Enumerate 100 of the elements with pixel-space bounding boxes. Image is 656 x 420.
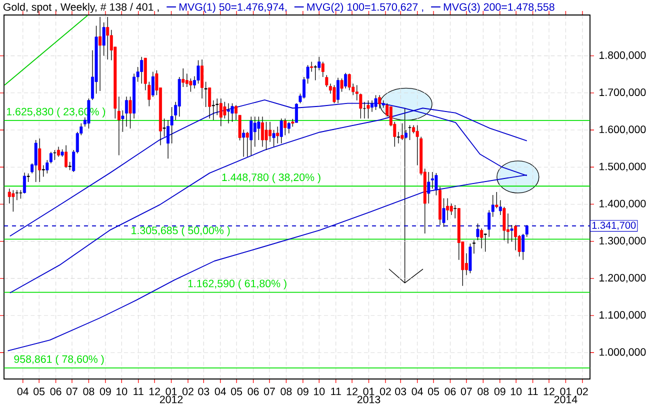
candlestick <box>216 98 219 116</box>
candlestick <box>359 93 362 119</box>
x-tick-label: 07 <box>66 388 78 396</box>
ref-line-label: 1.341,700 <box>592 222 636 230</box>
legend-label: MVG(1) 50=1.476,974, <box>180 2 286 13</box>
x2-tick-label: 2013 <box>357 396 380 404</box>
x-tick-label: 10 <box>314 388 325 396</box>
x-tick-label: 10 <box>116 388 128 396</box>
candlestick <box>140 56 144 84</box>
x-tick-label: 01 <box>363 388 374 396</box>
candlestick <box>374 94 378 110</box>
x-tick-label: 04 <box>412 388 423 396</box>
legend-label: MVG(2) 100=1.570,627 , <box>307 2 424 13</box>
candlestick <box>264 122 268 150</box>
candlestick <box>15 190 18 200</box>
candlestick <box>498 200 502 216</box>
x-tick-label: 06 <box>50 388 62 396</box>
candlestick <box>355 84 358 101</box>
candlestick <box>242 129 246 158</box>
x-tick-label: 08 <box>478 388 489 396</box>
x-tick-label: 09 <box>494 388 506 396</box>
x-tick-label: 10 <box>510 388 522 396</box>
candlestick <box>370 100 374 112</box>
x-tick-label: 04 <box>214 388 226 396</box>
x-tick-label: 09 <box>100 388 111 396</box>
ref-line-label: 958,861 ( 78,60% ) <box>14 355 104 365</box>
candlestick <box>151 71 154 98</box>
x2-tick-label: 2014 <box>554 396 578 404</box>
x-tick-label: 03 <box>395 388 406 396</box>
candlestick <box>294 102 298 123</box>
x2-tick-label: 2012 <box>160 396 183 404</box>
candlestick <box>23 172 26 194</box>
x-tick-label: 05 <box>34 388 45 396</box>
candlestick <box>250 116 253 156</box>
candlestick <box>166 120 170 159</box>
candlestick <box>276 126 280 144</box>
candlestick <box>472 240 476 254</box>
candlestick <box>427 172 430 204</box>
x-tick-label: 06 <box>248 388 259 396</box>
candlestick <box>396 132 400 144</box>
candlestick <box>400 122 404 140</box>
candlestick <box>416 124 419 166</box>
ref-line-label: 1.162,590 ( 61,80% ) <box>188 279 286 290</box>
candlestick <box>12 190 15 212</box>
x-tick-label: 08 <box>280 388 292 396</box>
candlestick <box>182 68 185 88</box>
x-tick-label: 11 <box>528 388 538 396</box>
candlestick <box>362 101 366 119</box>
candlestick <box>125 96 128 128</box>
y-tick-label: 1.000,000 <box>600 348 646 358</box>
candlestick <box>253 116 256 148</box>
candlestick <box>64 144 68 168</box>
candlestick <box>57 146 60 158</box>
x-tick-label: 02 <box>182 388 194 396</box>
y-tick-label: 1.200,000 <box>600 274 646 283</box>
x-tick-label: 11 <box>331 388 341 396</box>
y-tick-label: 1.100,000 <box>600 311 646 320</box>
candlestick <box>38 138 42 182</box>
candlestick <box>321 61 324 78</box>
candlestick <box>284 118 287 136</box>
x-tick-label: 02 <box>576 388 588 396</box>
candlestick <box>336 77 340 104</box>
y-tick-label: 1.800,000 <box>600 51 646 60</box>
candlestick <box>491 194 494 218</box>
y-tick-label: 1.500,000 <box>600 162 646 172</box>
candlestick <box>200 59 204 99</box>
candlestick <box>318 56 321 71</box>
x-tick-label: 08 <box>83 388 94 396</box>
x-tick-label: 05 <box>428 388 439 396</box>
x-tick-label: 12 <box>149 388 160 396</box>
candlestick <box>208 87 212 119</box>
ref-line-label: 1.305,685 ( 50,00% ) <box>132 226 230 236</box>
candlestick <box>268 122 272 142</box>
candlestick <box>280 118 283 144</box>
x-tick-label: 01 <box>166 388 177 396</box>
candlestick <box>42 164 45 178</box>
candlestick <box>287 122 290 134</box>
candlestick <box>514 224 518 251</box>
y-tick-label: 1.600,000 <box>600 126 646 134</box>
candlestick <box>230 102 234 122</box>
candlestick <box>484 233 487 252</box>
x-tick-label: 04 <box>17 388 29 396</box>
x-tick-label: 03 <box>198 388 210 396</box>
candlestick <box>310 61 314 72</box>
x-tick-label: 11 <box>134 388 144 396</box>
candlestick <box>446 198 450 221</box>
y-tick-label: 1.400,000 <box>600 200 646 209</box>
x-tick-label: 02 <box>380 388 391 396</box>
candlestick <box>348 73 351 91</box>
candlestick <box>488 210 491 238</box>
candlestick <box>34 140 38 182</box>
x-tick-label: 09 <box>297 388 308 396</box>
x-tick-label: 07 <box>460 388 472 396</box>
legend-label: MVG(3) 200=1.478,558 <box>444 2 554 13</box>
x-tick-label: 01 <box>560 388 572 396</box>
candlestick <box>219 98 222 127</box>
x-tick-label: 06 <box>444 388 456 396</box>
candlestick <box>454 204 457 219</box>
candlestick <box>366 100 370 119</box>
candlestick <box>314 64 317 81</box>
